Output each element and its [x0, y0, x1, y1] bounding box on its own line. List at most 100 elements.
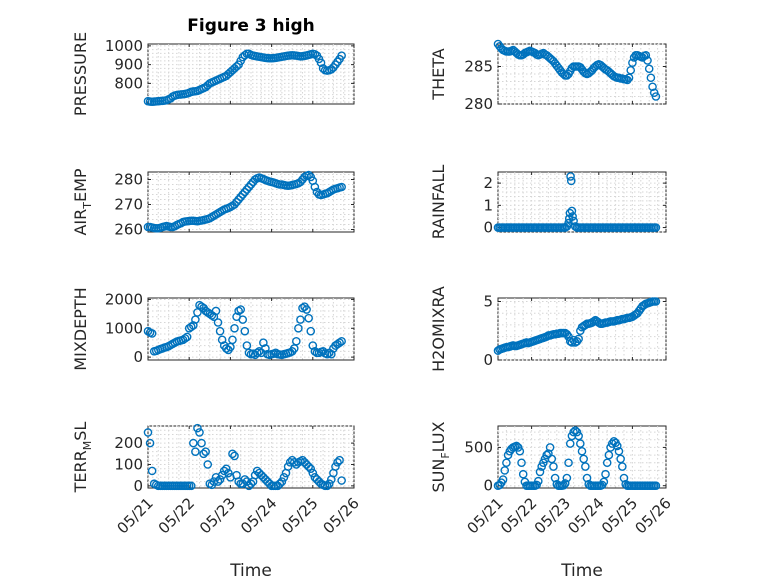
data-point — [228, 449, 237, 459]
data-point — [612, 441, 622, 451]
xlabel: Time — [229, 561, 272, 581]
ylabel-terr_msl: TERRMSL — [71, 422, 94, 494]
data-point — [308, 468, 318, 478]
data-point — [232, 62, 241, 71]
data-point — [275, 479, 285, 489]
data-point — [574, 431, 583, 441]
data-point — [246, 180, 256, 189]
data-point — [189, 321, 198, 330]
y-tick-label: 500 — [464, 438, 493, 456]
data-point — [189, 438, 198, 448]
data-point — [250, 470, 260, 480]
plot-area — [497, 171, 667, 233]
data-point — [242, 185, 252, 194]
data-point — [502, 458, 511, 468]
data-point — [230, 200, 239, 209]
data-point — [324, 479, 334, 489]
series-sun_flux — [493, 426, 661, 491]
y-tick-label: 1 — [483, 196, 493, 214]
data-point — [560, 479, 570, 488]
data-point — [186, 481, 196, 491]
data-point — [186, 322, 196, 332]
series-theta — [493, 39, 661, 101]
data-point — [283, 462, 293, 471]
panel-air_temp: 260 270 280 AIRTEMP — [71, 168, 355, 239]
data-point — [604, 450, 614, 460]
data-point — [228, 335, 237, 345]
data-point — [232, 197, 241, 207]
series-pressure — [143, 49, 346, 107]
data-point — [559, 481, 568, 490]
x-tick-label: 05/25 — [278, 494, 321, 537]
data-point — [576, 439, 585, 448]
data-point — [335, 455, 344, 465]
data-point — [614, 446, 624, 456]
data-point — [215, 326, 225, 336]
data-point — [651, 223, 661, 232]
data-point — [550, 473, 560, 483]
data-point — [337, 182, 346, 192]
data-point — [547, 454, 557, 464]
data-point — [197, 438, 206, 448]
data-point — [607, 439, 617, 448]
y-tick-label: 900 — [114, 56, 143, 74]
y-tick-label: 1000 — [105, 37, 143, 55]
panel-h2omixra: 0 5 H2OMIXRA — [429, 286, 667, 372]
data-point — [322, 481, 332, 491]
y-tick-label: 285 — [464, 58, 493, 76]
data-point — [246, 479, 256, 489]
data-point — [203, 460, 213, 469]
data-point — [147, 466, 157, 476]
data-point — [221, 464, 231, 474]
data-point — [209, 312, 219, 322]
xlabel: Time — [560, 561, 603, 581]
data-point — [296, 177, 305, 187]
data-point — [292, 336, 301, 346]
data-point — [304, 313, 313, 323]
data-point — [252, 348, 262, 358]
data-point — [517, 458, 526, 468]
y-tick-label: 280 — [114, 171, 143, 189]
data-point — [238, 190, 248, 199]
data-point — [306, 326, 316, 336]
data-point — [335, 338, 344, 347]
y-tick-label: 2 — [483, 174, 493, 192]
series-air_temp — [143, 170, 346, 233]
data-point — [217, 335, 227, 345]
data-point — [221, 344, 231, 353]
series-mixdepth — [143, 300, 346, 360]
data-point — [337, 51, 346, 60]
data-point — [306, 464, 316, 474]
y-tick-label: 800 — [114, 74, 143, 92]
data-point — [327, 349, 336, 359]
y-tick-label: 1000 — [105, 319, 143, 337]
data-point — [549, 462, 558, 471]
data-point — [180, 334, 190, 343]
y-tick-label: 260 — [114, 221, 143, 239]
y-tick-label: 280 — [464, 95, 493, 113]
data-point — [623, 75, 632, 85]
y-tick-label: 5 — [483, 293, 493, 311]
data-point — [582, 473, 592, 483]
data-point — [191, 447, 200, 456]
series-rainfall — [493, 172, 661, 232]
data-point — [515, 446, 525, 456]
data-point — [304, 462, 313, 471]
data-point — [641, 50, 651, 60]
data-point — [601, 469, 610, 479]
data-point — [564, 218, 573, 228]
data-point — [577, 446, 587, 456]
data-point — [535, 467, 545, 477]
y-tick-label: 200 — [114, 434, 143, 452]
data-point — [648, 82, 657, 92]
data-point — [567, 338, 577, 347]
data-point — [298, 303, 307, 313]
data-point — [143, 428, 153, 437]
data-point — [234, 195, 243, 204]
data-point — [616, 454, 625, 464]
x-tick-label: 05/23 — [196, 494, 239, 537]
x-tick-label: 05/21 — [114, 494, 157, 537]
y-tick-label: 270 — [114, 196, 143, 214]
series-terr_msl — [143, 423, 346, 491]
